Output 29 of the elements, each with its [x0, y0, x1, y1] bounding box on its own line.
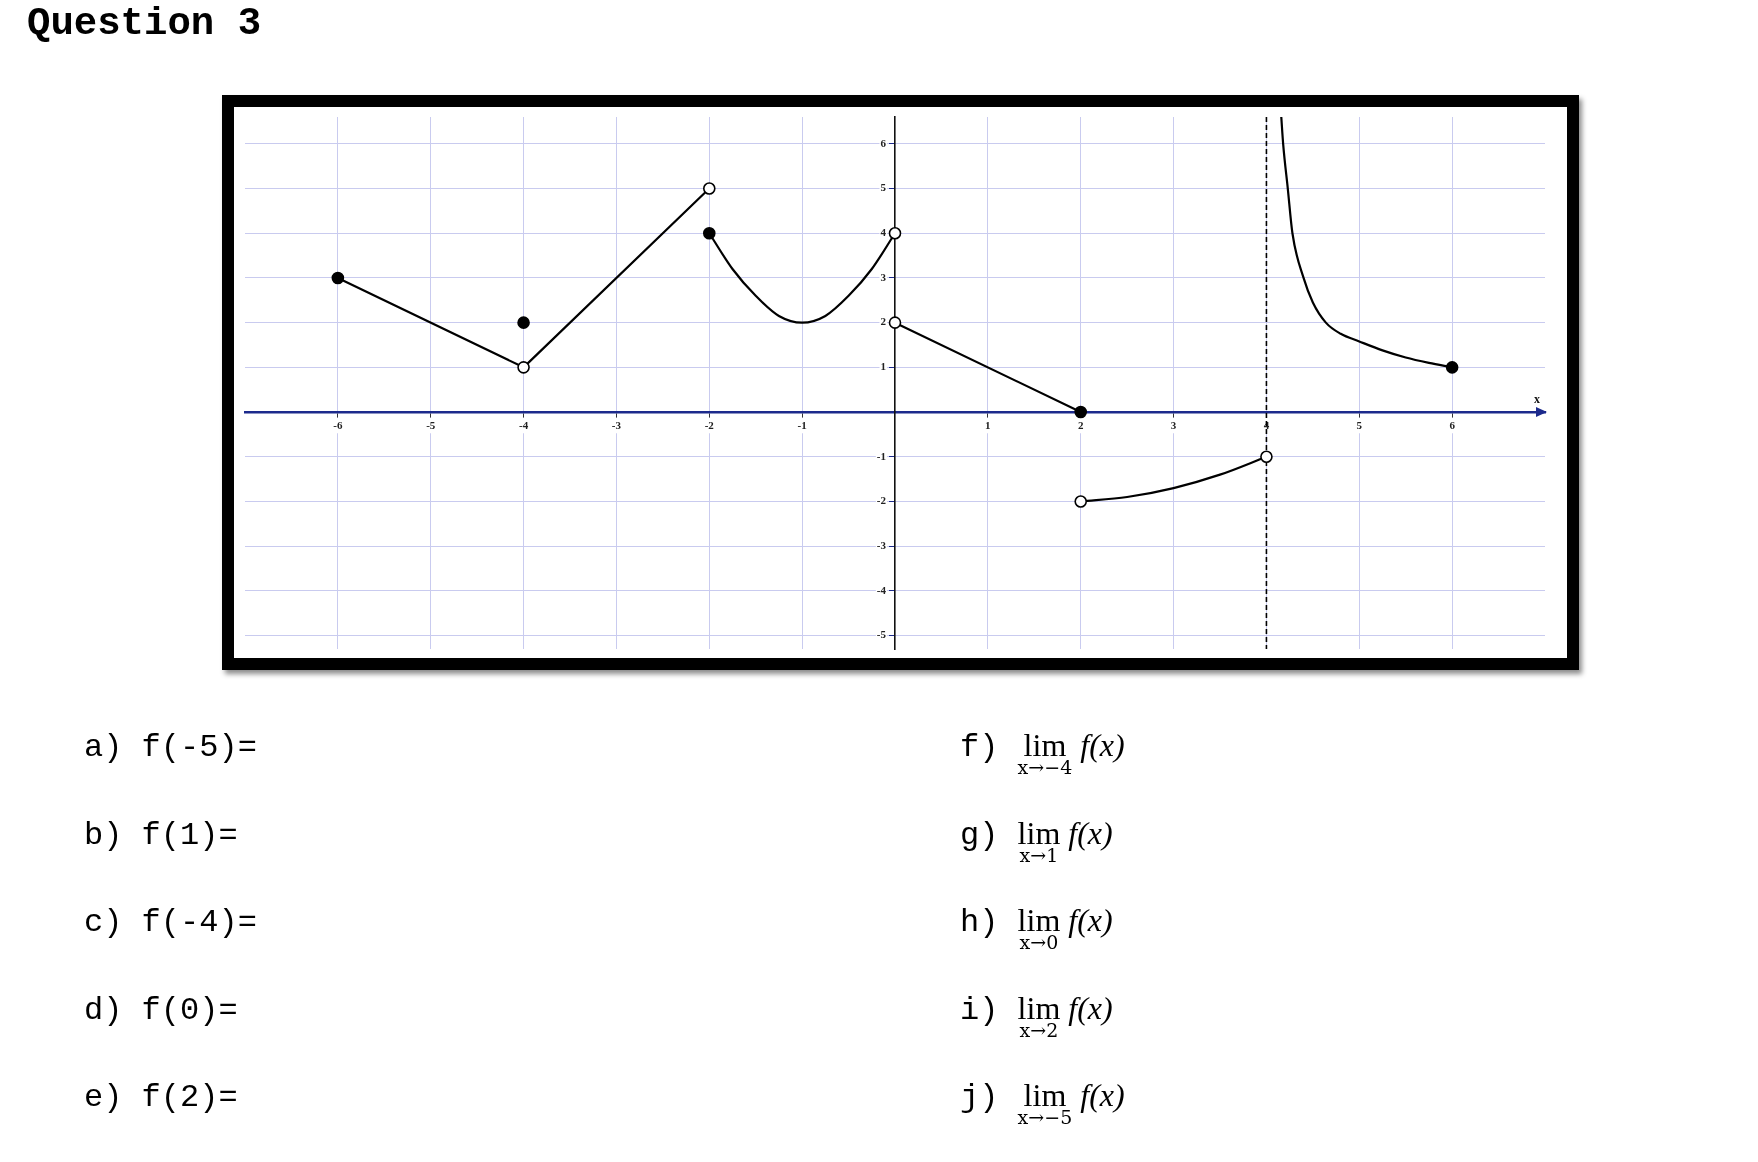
text: a) f(-5)= — [84, 729, 257, 766]
text: d) f(0)= — [84, 991, 238, 1029]
y-tick-label: -1 — [876, 449, 886, 462]
y-tick-label: 5 — [880, 181, 887, 194]
y-tick-label: -3 — [876, 539, 887, 552]
x-tick-label: -4 — [518, 418, 529, 431]
y-tick-label: -5 — [876, 628, 887, 641]
x-tick-label: 3 — [1170, 418, 1177, 431]
chart-title: Question 3 — [27, 2, 262, 46]
x-tick-label: 6 — [1449, 418, 1456, 431]
y-tick-label: 1 — [880, 360, 886, 373]
y-tick-label: -4 — [876, 583, 887, 596]
x-tick-label: -3 — [611, 418, 622, 431]
x-tick-label: 1 — [985, 418, 991, 431]
y-tick-label: -2 — [876, 494, 887, 507]
text: c) f(-4)= — [84, 904, 257, 941]
text: e) f(2)= — [84, 1079, 238, 1116]
y-tick-label: 3 — [880, 270, 887, 283]
y-tick-label: 4 — [880, 226, 887, 239]
x-tick-label: 5 — [1356, 418, 1363, 431]
x-tick-label: 2 — [1077, 418, 1084, 431]
text: b) f(1)= — [84, 816, 238, 854]
x-tick-label: -2 — [704, 418, 715, 431]
x-tick-label: -5 — [426, 418, 436, 431]
x-tick-label: -1 — [797, 418, 807, 431]
x-tick-label: -6 — [333, 418, 343, 431]
y-tick-label: 2 — [880, 315, 887, 328]
y-tick-label: 6 — [880, 136, 887, 149]
x-axis-title: x — [1534, 392, 1540, 407]
